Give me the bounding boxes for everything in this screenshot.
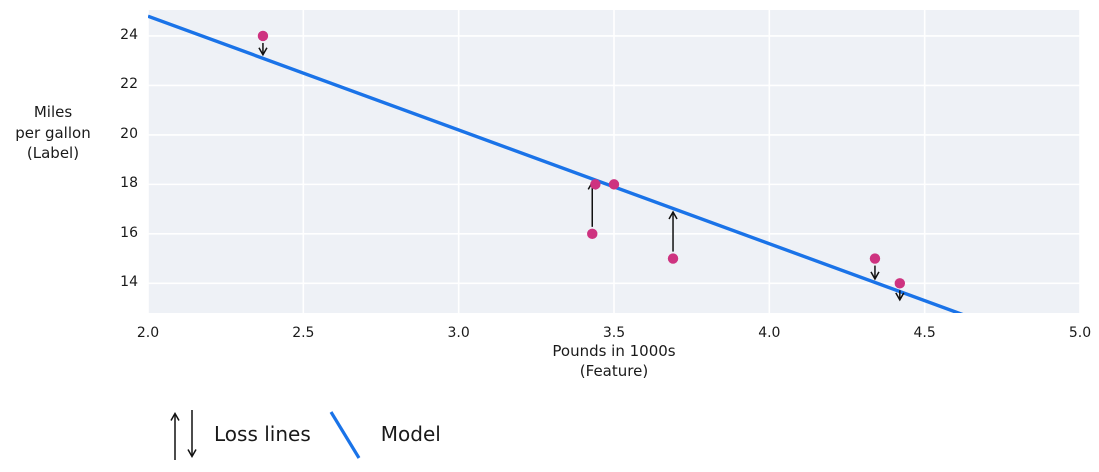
model-line-icon	[329, 411, 361, 459]
data-point	[869, 253, 881, 264]
x-tick-label: 2.0	[136, 325, 160, 341]
loss-lines-arrows-icon	[170, 410, 197, 460]
x-axis-label: Pounds in 1000s (Feature)	[552, 342, 676, 380]
y-tick-label: 22	[120, 76, 138, 93]
data-point	[608, 179, 620, 190]
y-tick-label: 16	[120, 224, 138, 241]
x-tick-label: 2.5	[292, 325, 315, 341]
data-point	[590, 179, 601, 190]
y-axis-label: Miles per gallon (Label)	[15, 103, 91, 162]
data-point	[257, 30, 269, 42]
y-tick-label: 18	[120, 175, 138, 192]
x-tick-label: 3.5	[602, 325, 626, 341]
plot-area	[148, 10, 1080, 313]
x-tick-label: 4.0	[758, 325, 781, 341]
x-tick-label: 3.0	[447, 325, 470, 341]
y-tick-label: 24	[120, 26, 138, 43]
y-tick-label: 20	[120, 125, 138, 142]
legend: Loss lines Model	[168, 403, 441, 465]
y-tick-label: 14	[120, 274, 138, 291]
data-point	[667, 253, 679, 264]
data-point	[894, 278, 906, 289]
data-point	[587, 228, 598, 240]
x-tick-label: 4.5	[913, 325, 936, 341]
legend-label-model: Model	[380, 422, 441, 446]
legend-label-loss-lines: Loss lines	[214, 422, 311, 446]
x-tick-label: 5.0	[1068, 325, 1092, 341]
